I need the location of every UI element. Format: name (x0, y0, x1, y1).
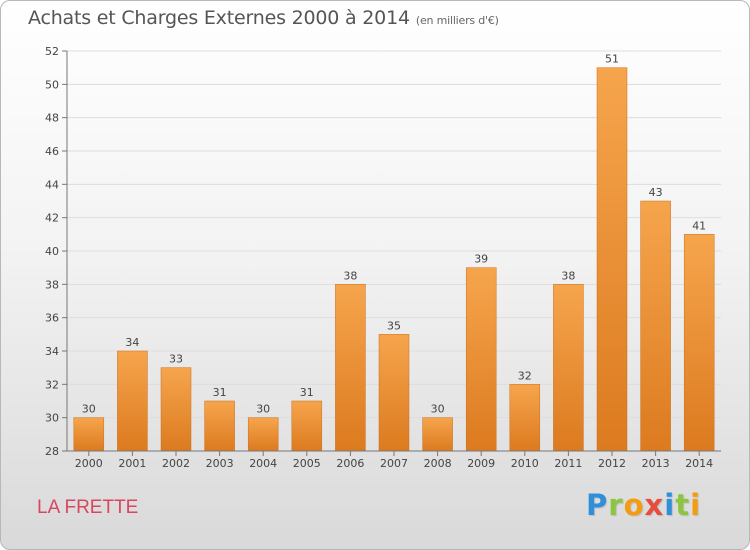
x-tick-label: 2012 (598, 457, 626, 470)
logo-letter: i (664, 488, 676, 522)
title-text: Achats et Charges Externes 2000 à 2014 (28, 7, 410, 29)
y-tick-label: 50 (45, 78, 59, 91)
x-tick-label: 2010 (511, 457, 539, 470)
bar (335, 284, 366, 452)
bar (640, 200, 671, 452)
y-tick-label: 28 (45, 445, 59, 458)
x-tick-label: 2014 (685, 457, 713, 470)
y-tick-label: 52 (45, 45, 59, 58)
y-tick-label: 30 (45, 412, 59, 425)
bar (291, 400, 323, 452)
data-label: 35 (387, 319, 401, 332)
place-name: LA FRETTE (37, 497, 139, 518)
x-tick-label: 2009 (467, 457, 495, 470)
data-label: 31 (213, 386, 227, 399)
x-tick-label: 2013 (642, 457, 670, 470)
data-label: 43 (649, 186, 663, 199)
x-tick-label: 2005 (293, 457, 321, 470)
chart-title: Achats et Charges Externes 2000 à 2014 (e… (28, 7, 499, 29)
data-label: 30 (82, 403, 96, 416)
x-tick-label: 2000 (75, 457, 103, 470)
logo-letter: i (690, 488, 702, 522)
y-tick-label: 42 (45, 212, 59, 225)
bar (247, 417, 279, 452)
bar (683, 234, 715, 452)
logo-letter: t (675, 488, 691, 522)
bar (160, 367, 192, 452)
y-tick-label: 44 (45, 178, 59, 191)
x-tick-label: 2004 (249, 457, 277, 470)
x-tick-label: 2002 (162, 457, 190, 470)
bar (117, 350, 148, 452)
y-tick-label: 34 (45, 345, 59, 358)
proxiti-logo[interactable]: Proxiti (586, 488, 701, 522)
logo-letter: P (586, 488, 609, 522)
unit-label: (en milliers d'€) (415, 14, 499, 27)
bar (553, 284, 584, 452)
logo-letter: r (608, 488, 624, 522)
x-tick-label: 2008 (424, 457, 452, 470)
bar (596, 67, 628, 452)
y-tick-label: 46 (45, 145, 59, 158)
x-tick-label: 2011 (554, 457, 582, 470)
x-tick-label: 2001 (118, 457, 146, 470)
bar (465, 267, 497, 452)
y-tick-label: 40 (45, 245, 59, 258)
bar (422, 417, 453, 452)
x-tick-label: 2003 (206, 457, 234, 470)
data-label: 30 (431, 403, 445, 416)
data-label: 33 (169, 353, 183, 366)
logo-letter: o (623, 488, 645, 522)
x-axis: 2000 2001 2002 2003 2004 2005 2006 2007 2008 2009… (67, 450, 721, 470)
data-label: 38 (343, 269, 357, 282)
bar (73, 417, 105, 452)
data-label: 30 (256, 403, 270, 416)
data-label: 39 (474, 253, 488, 266)
data-label: 34 (125, 336, 139, 349)
y-tick-label: 36 (45, 312, 59, 325)
bar (204, 400, 235, 452)
y-tick-label: 38 (45, 278, 59, 291)
data-label: 41 (692, 219, 706, 232)
x-tick-label: 2006 (336, 457, 364, 470)
x-tick-label: 2007 (380, 457, 408, 470)
bars: 30 34 33 31 30 31 38 35 30 39 32 38 51 43 41 (73, 53, 715, 452)
data-label: 38 (561, 269, 575, 282)
y-tick-label: 48 (45, 112, 59, 125)
bar (378, 334, 410, 452)
data-label: 32 (518, 369, 532, 382)
logo-letter: x (644, 488, 665, 522)
y-axis: 28 30 32 34 36 38 40 42 44 46 48 50 52 (45, 45, 68, 458)
data-label: 51 (605, 53, 619, 66)
data-label: 31 (300, 386, 314, 399)
y-tick-label: 32 (45, 378, 59, 391)
bar (509, 384, 541, 452)
